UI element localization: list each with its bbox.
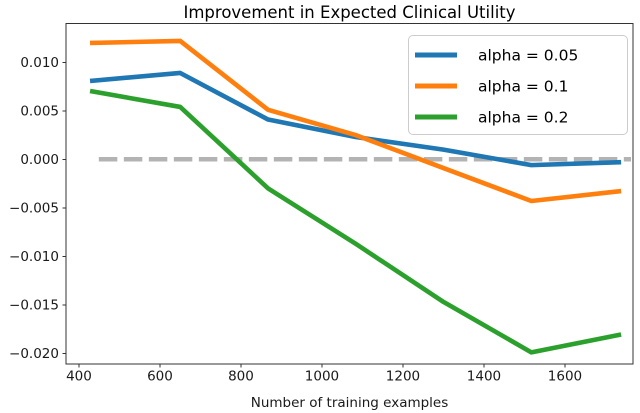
y-tick-label: −0.020 <box>9 346 59 362</box>
x-tick-label: 400 <box>66 369 92 385</box>
x-tick-label: 1000 <box>305 369 339 385</box>
y-tick-label: −0.015 <box>9 298 59 314</box>
x-tick-label: 1400 <box>467 369 501 385</box>
y-tick-label: −0.010 <box>9 249 59 265</box>
chart-title: Improvement in Expected Clinical Utility <box>183 3 516 22</box>
y-tick-label: 0.005 <box>20 104 59 120</box>
legend-label-1: alpha = 0.05 <box>478 47 578 65</box>
y-tick-label: 0.000 <box>20 152 59 168</box>
legend-label-2: alpha = 0.1 <box>478 78 568 96</box>
plot-border <box>65 23 634 365</box>
x-tick-label: 800 <box>228 369 254 385</box>
legend-box <box>408 35 628 135</box>
x-tick-label: 1600 <box>548 369 582 385</box>
x-tick-label: 1200 <box>386 369 420 385</box>
series-line-2 <box>89 38 622 204</box>
legend-label-3: alpha = 0.2 <box>478 109 568 127</box>
x-axis-label: Number of training examples <box>250 395 449 411</box>
y-tick-label: −0.005 <box>9 201 59 217</box>
series-line-3 <box>89 88 622 355</box>
y-tick-label: 0.010 <box>20 55 59 71</box>
x-tick-label: 600 <box>147 369 173 385</box>
